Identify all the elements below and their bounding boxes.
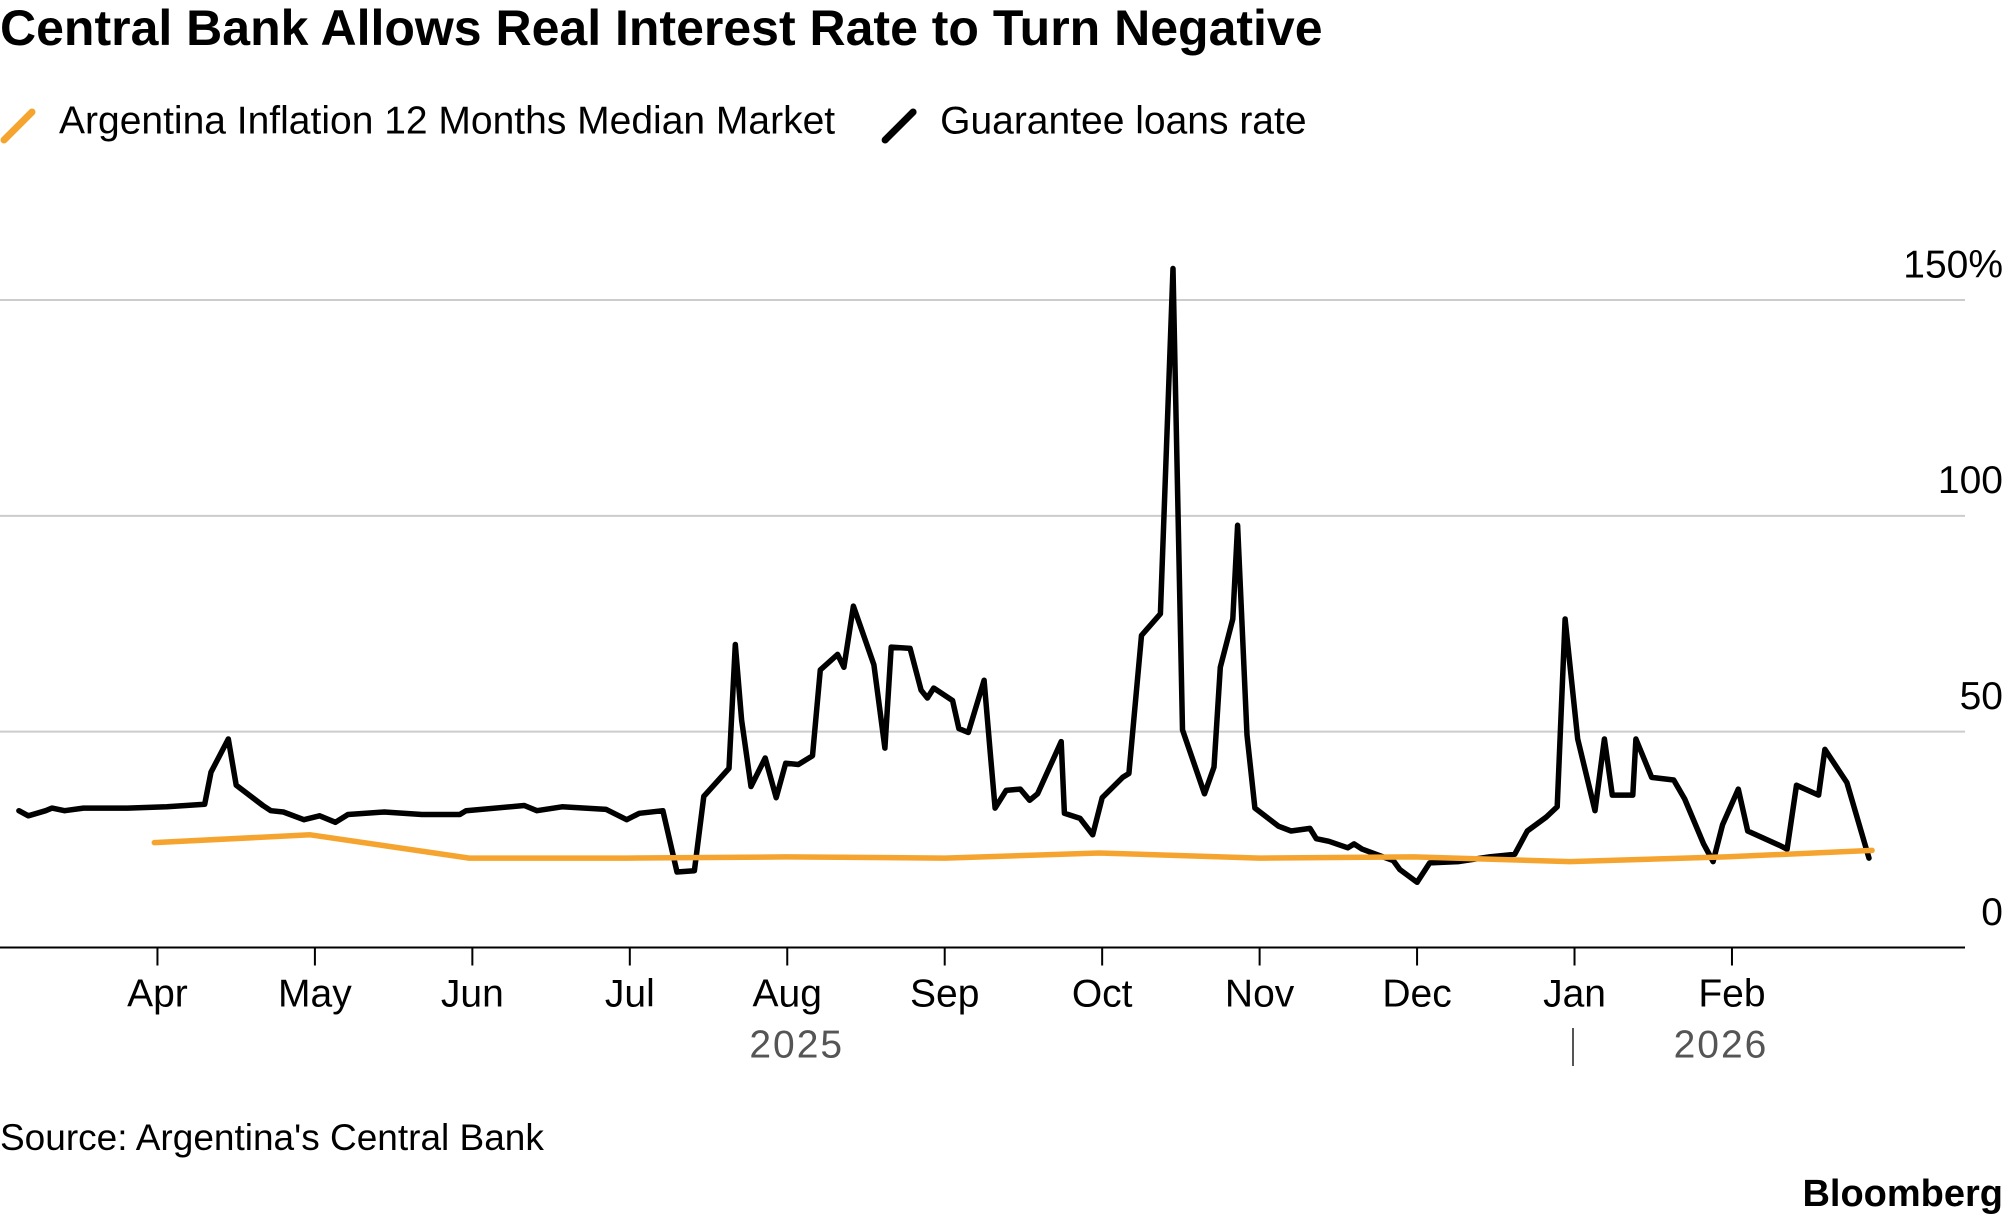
x-tick-label: Oct xyxy=(1072,972,1133,1015)
chart-title: Central Bank Allows Real Interest Rate t… xyxy=(0,0,1323,56)
x-tick-label: Nov xyxy=(1225,972,1295,1015)
legend-label: Guarantee loans rate xyxy=(940,99,1306,142)
y-tick-label: 150% xyxy=(1903,243,2003,286)
x-tick-label: Dec xyxy=(1382,972,1451,1015)
legend-swatch xyxy=(881,108,917,144)
year-label: 2026 xyxy=(1674,1023,1769,1066)
x-tick-label: Jul xyxy=(605,972,655,1015)
x-tick-label: Jan xyxy=(1543,972,1606,1015)
x-tick-label: Jun xyxy=(441,972,504,1015)
year-label: 2025 xyxy=(749,1023,844,1066)
source: Source: Argentina's Central Bank xyxy=(0,1117,544,1158)
y-tick-label: 0 xyxy=(1981,891,2003,934)
x-tick-label: May xyxy=(278,972,352,1015)
y-tick-label: 50 xyxy=(1960,675,2003,718)
x-tick-label: Sep xyxy=(910,972,979,1015)
series-line xyxy=(151,832,1875,865)
series-line xyxy=(16,265,1872,886)
brand: Bloomberg xyxy=(1802,1173,2003,1215)
x-tick-label: Aug xyxy=(753,972,822,1015)
x-tick-label: Feb xyxy=(1698,972,1765,1015)
x-tick-label: Apr xyxy=(127,972,188,1015)
legend-label: Argentina Inflation 12 Months Median Mar… xyxy=(59,99,835,142)
y-tick-label: 100 xyxy=(1938,459,2003,502)
legend-swatch xyxy=(0,108,36,144)
